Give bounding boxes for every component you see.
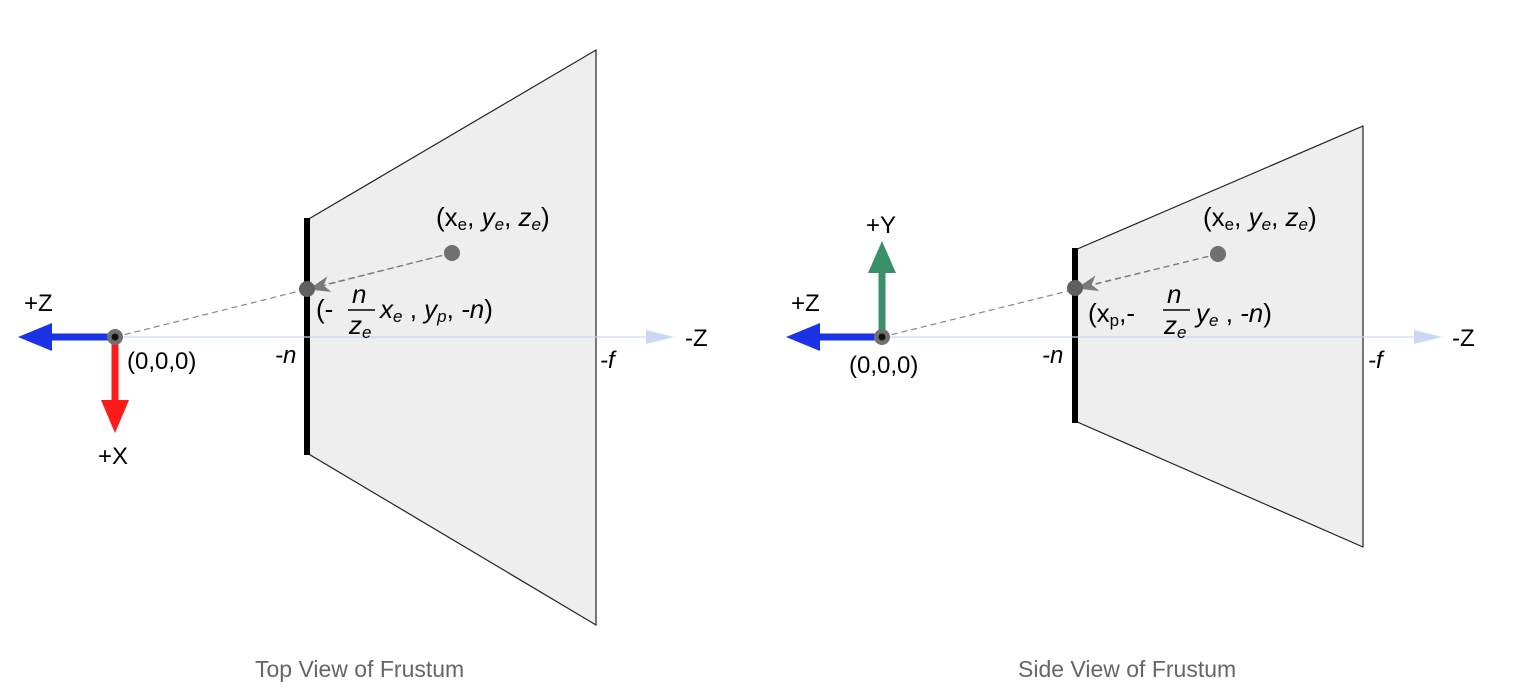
- side-view-caption: Side View of Frustum: [1018, 656, 1236, 682]
- top-far-label: -f: [600, 347, 617, 374]
- side-eye-point: [1210, 246, 1226, 262]
- side-projected-point-label: (xp,- n ze ye , -n): [1088, 279, 1272, 342]
- top-plus-z-arrow: [18, 323, 115, 351]
- side-view: +Z -Z +Y (0,0,0) -n -f (xe, ye, ze) (xp,…: [786, 125, 1475, 682]
- side-plus-y-label: +Y: [866, 212, 896, 239]
- side-minus-z-label: -Z: [1452, 325, 1475, 352]
- top-plus-z-label: +Z: [24, 290, 53, 317]
- side-projected-point: [1067, 280, 1083, 296]
- svg-text:(xp,-: (xp,-: [1088, 298, 1135, 330]
- top-near-label: -n: [275, 342, 296, 369]
- side-plus-z-arrow: [786, 323, 882, 351]
- svg-text:(-: (-: [316, 294, 333, 324]
- side-plus-y-arrow: [868, 241, 896, 337]
- top-plus-x-arrow: [101, 337, 129, 433]
- side-far-label: -f: [1368, 347, 1385, 374]
- top-view: +Z -Z +X (0,0,0) -n -f (xe, ye, ze) (- n…: [18, 48, 708, 682]
- svg-text:n: n: [352, 279, 366, 309]
- svg-text:ze: ze: [348, 310, 371, 342]
- top-eye-point: [444, 245, 460, 261]
- top-plus-x-label: +X: [98, 443, 128, 470]
- top-origin-label: (0,0,0): [127, 348, 196, 375]
- svg-text:n: n: [1167, 279, 1181, 309]
- top-eye-point-label: (xe, ye, ze): [436, 202, 550, 234]
- top-projection-ray: [114, 252, 453, 338]
- svg-text:ye , -n): ye , -n): [1194, 298, 1272, 330]
- side-projection-ray: [881, 253, 1219, 338]
- side-plus-z-label: +Z: [791, 290, 820, 317]
- side-near-label: -n: [1042, 342, 1063, 369]
- top-view-caption: Top View of Frustum: [255, 656, 464, 682]
- top-projected-point-label: (- n ze xe , yp, -n): [316, 279, 493, 342]
- top-minus-z-label: -Z: [685, 325, 708, 352]
- top-projection-arrow: [308, 252, 453, 292]
- side-projection-arrow: [1076, 253, 1219, 292]
- side-origin-label: (0,0,0): [849, 352, 918, 379]
- svg-text:xe , yp, -n): xe , yp, -n): [378, 294, 493, 326]
- svg-text:ze: ze: [1163, 310, 1186, 342]
- top-projected-point: [299, 281, 315, 297]
- side-eye-point-label: (xe, ye, ze): [1203, 202, 1317, 234]
